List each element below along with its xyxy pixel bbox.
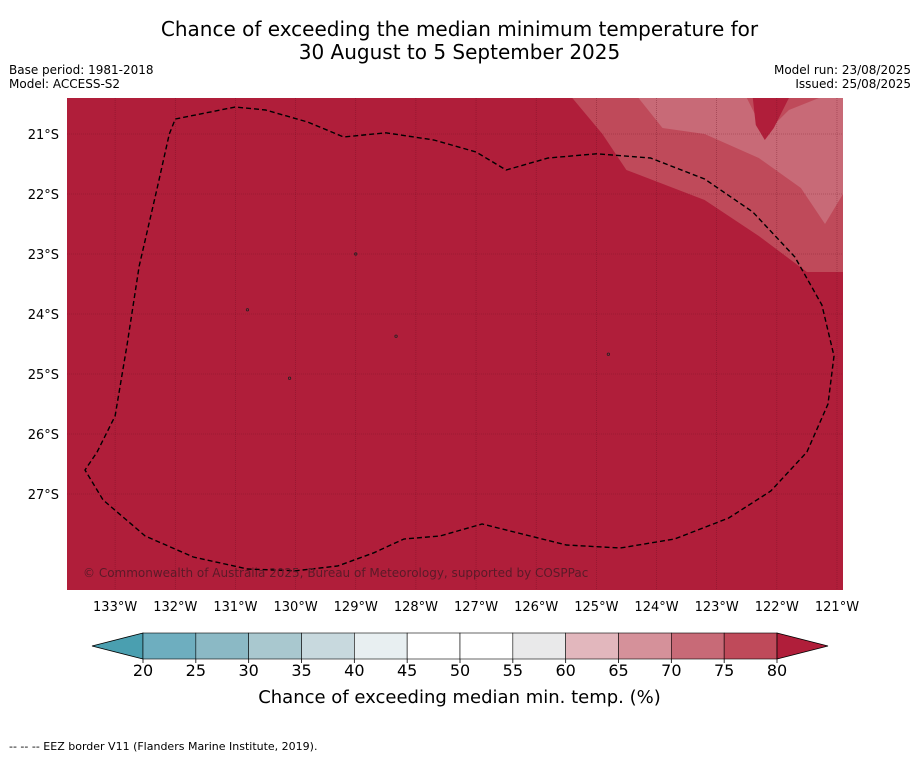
- title-line-2: 30 August to 5 September 2025: [298, 40, 621, 64]
- longitude-tick-label: 132°W: [153, 600, 197, 615]
- island-marker: [354, 252, 358, 256]
- base-period: Base period: 1981-2018: [9, 63, 154, 77]
- probability-region: [638, 98, 843, 224]
- longitude-tick-label: 123°W: [695, 600, 739, 615]
- colorbar-title: Chance of exceeding median min. temp. (%…: [258, 687, 661, 708]
- island-marker: [287, 376, 292, 380]
- colorbar-tick-label: 75: [714, 661, 734, 680]
- metadata-right: Model run: 23/08/2025 Issued: 25/08/2025: [774, 63, 911, 91]
- longitude-tick-label: 128°W: [394, 600, 438, 615]
- colorbar-tick-label: 20: [133, 661, 153, 680]
- colorbar-segment: [195, 632, 249, 660]
- latitude-tick-label: 23°S: [28, 248, 59, 263]
- title-line-1: Chance of exceeding the median minimum t…: [160, 17, 759, 41]
- island-marker: [606, 352, 610, 356]
- eez-border-legend: -- -- -- EEZ border V11 (Flanders Marine…: [9, 740, 318, 753]
- island-marker: [245, 308, 250, 312]
- colorbar-tick-label: 60: [555, 661, 575, 680]
- copyright-text: © Commonwealth of Australia 2025, Bureau…: [83, 566, 588, 580]
- latitude-tick-label: 22°S: [28, 188, 59, 203]
- colorbar-segment: [406, 632, 461, 660]
- latitude-tick-label: 26°S: [28, 428, 59, 443]
- longitude-tick-label: 130°W: [274, 600, 318, 615]
- colorbar-tick-label: 50: [450, 661, 470, 680]
- longitude-tick-label: 121°W: [815, 600, 859, 615]
- model-run: Model run: 23/08/2025: [773, 63, 911, 77]
- colorbar-segment: [301, 632, 355, 660]
- latitude-tick-label: 21°S: [28, 128, 59, 143]
- colorbar-segment: [723, 632, 778, 660]
- longitude-tick-label: 127°W: [454, 600, 498, 615]
- colorbar-segment: [512, 632, 566, 660]
- colorbar-segment: [618, 632, 672, 660]
- metadata-left: Base period: 1981-2018 Model: ACCESS-S2: [9, 63, 154, 91]
- island-marker: [394, 334, 398, 338]
- colorbar-tick-label: 30: [238, 661, 258, 680]
- issued-date: Issued: 25/08/2025: [795, 77, 911, 91]
- colorbar-tick-label: 55: [503, 661, 523, 680]
- colorbar-segment: [671, 632, 725, 660]
- colorbar-segment: [142, 632, 197, 660]
- map-title: Chance of exceeding the median minimum t…: [0, 18, 919, 64]
- colorbar-extend-low: [91, 632, 144, 660]
- colorbar-tick-label: 65: [608, 661, 628, 680]
- eez-border: [84, 106, 835, 572]
- longitude-tick-label: 131°W: [213, 600, 257, 615]
- colorbar-tick-label: 35: [291, 661, 311, 680]
- colorbar-tick-label: 45: [397, 661, 417, 680]
- forecast-map: © Commonwealth of Australia 2025, Bureau…: [28, 98, 859, 708]
- longitude-tick-label: 129°W: [334, 600, 378, 615]
- longitude-tick-label: 133°W: [93, 600, 137, 615]
- colorbar-extend-high: [776, 632, 829, 660]
- colorbar-tick-label: 40: [344, 661, 364, 680]
- colorbar-segment: [354, 632, 408, 660]
- latitude-tick-label: 27°S: [28, 488, 59, 503]
- colorbar-tick-label: 80: [767, 661, 787, 680]
- longitude-tick-label: 126°W: [514, 600, 558, 615]
- longitude-tick-label: 125°W: [574, 600, 618, 615]
- probability-region: [752, 98, 789, 140]
- longitude-tick-label: 122°W: [755, 600, 799, 615]
- colorbar-segment: [248, 632, 302, 660]
- model-name: Model: ACCESS-S2: [9, 77, 121, 91]
- colorbar-tick-label: 25: [186, 661, 206, 680]
- longitude-tick-label: 124°W: [634, 600, 678, 615]
- latitude-tick-label: 24°S: [28, 308, 59, 323]
- colorbar-segment: [459, 632, 514, 660]
- colorbar-segment: [565, 632, 619, 660]
- colorbar-tick-label: 70: [661, 661, 681, 680]
- latitude-tick-label: 25°S: [28, 368, 59, 383]
